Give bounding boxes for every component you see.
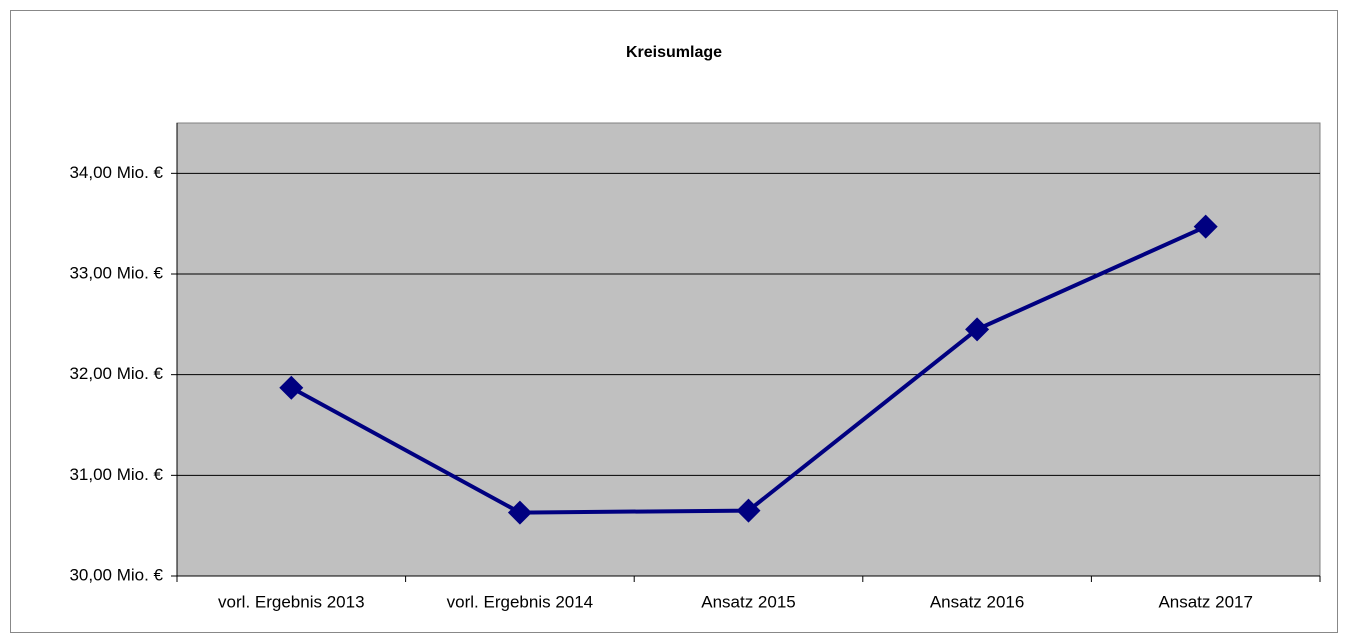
data-point: [736, 498, 761, 523]
x-tick-label: Ansatz 2015: [701, 592, 796, 611]
x-tick-label: Ansatz 2016: [930, 592, 1025, 611]
data-point: [1193, 214, 1218, 239]
y-tick-label: 34,00 Mio. €: [69, 163, 163, 182]
y-tick-label: 30,00 Mio. €: [69, 565, 163, 584]
y-tick-label: 33,00 Mio. €: [69, 263, 163, 282]
x-tick-label: vorl. Ergebnis 2014: [447, 592, 593, 611]
x-tick-label: vorl. Ergebnis 2013: [218, 592, 364, 611]
data-point: [507, 500, 532, 525]
x-tick-label: Ansatz 2017: [1158, 592, 1253, 611]
y-tick-label: 32,00 Mio. €: [69, 364, 163, 383]
data-point: [965, 317, 990, 342]
y-tick-label: 31,00 Mio. €: [69, 465, 163, 484]
data-point: [279, 375, 304, 400]
chart-title: Kreisumlage: [626, 44, 722, 61]
